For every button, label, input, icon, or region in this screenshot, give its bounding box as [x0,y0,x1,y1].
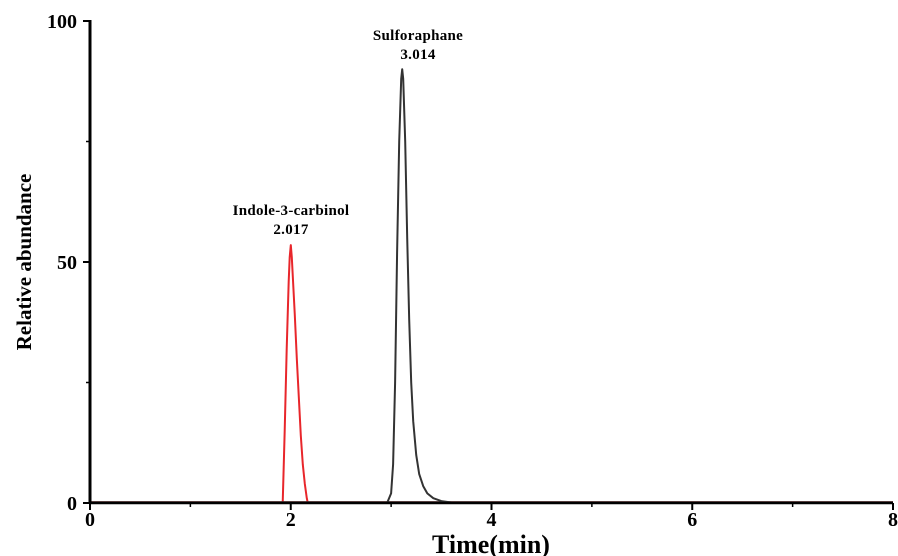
series-0-peak-line [281,244,309,504]
x-tick-label-4: 4 [487,509,497,531]
y-tick-label-50: 50 [57,252,77,274]
x-tick-label-8: 8 [888,509,898,531]
y-tick-label-0: 0 [67,493,77,515]
tick-layer: 0 2 4 6 8 0 50 100 [47,11,898,531]
y-tick-label-100: 100 [47,11,77,33]
series-layer [90,68,893,504]
peak-label-indole-3-carbinol: Indole-3-carbinol [233,203,350,219]
peak-label-sulforaphane: Sulforaphane [373,28,463,44]
x-tick-label-0: 0 [85,509,95,531]
series-1-peak-line [386,68,467,504]
x-tick-label-6: 6 [687,509,697,531]
x-axis-title: Time(min) [432,530,550,556]
y-axis-title: Relative abundance [12,174,36,351]
x-tick-label-2: 2 [286,509,296,531]
peak-rt-indole-3-carbinol: 2.017 [273,222,308,238]
peak-rt-sulforaphane: 3.014 [400,47,435,63]
